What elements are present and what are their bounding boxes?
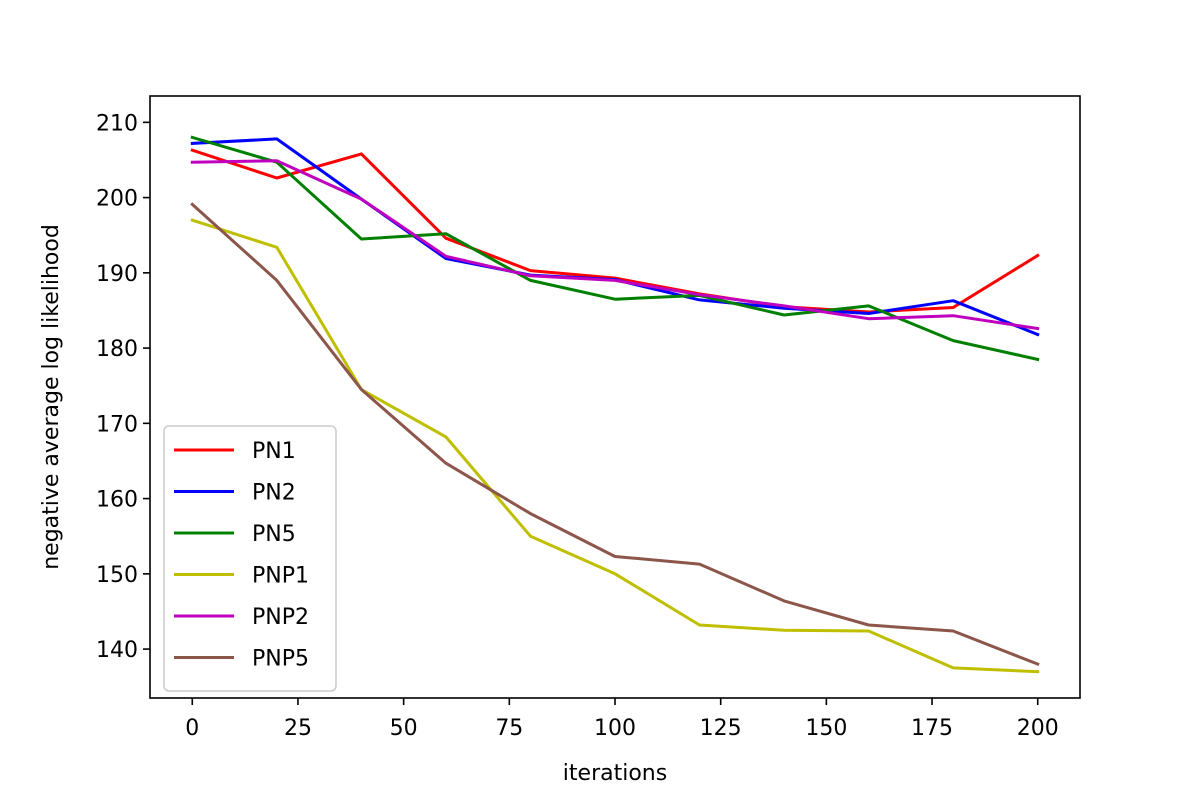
x-tick-label: 0	[185, 716, 199, 741]
x-tick-label: 50	[390, 716, 418, 741]
legend-label-pn1: PN1	[252, 439, 296, 464]
y-tick-label: 210	[96, 111, 138, 136]
legend-label-pnp5: PNP5	[252, 647, 309, 672]
y-tick-label: 160	[96, 488, 138, 513]
series-line-pnp5	[190, 202, 1040, 667]
legend-label-pn2: PN2	[252, 481, 296, 506]
y-axis-ticks: 140 150 160 170 180 190 200 210	[96, 111, 150, 663]
legend-label-pn5: PN5	[252, 522, 296, 547]
y-tick-label: 170	[96, 412, 138, 437]
y-tick-label: 180	[96, 337, 138, 362]
x-tick-label: 25	[284, 716, 312, 741]
x-axis-label: iterations	[563, 761, 667, 786]
y-tick-label: 140	[96, 638, 138, 663]
series-line-pnp2	[190, 159, 1040, 331]
x-tick-label: 75	[495, 716, 523, 741]
series-line-pnp1	[190, 218, 1040, 674]
x-tick-label: 175	[911, 716, 953, 741]
x-axis-ticks: 0 25 50 75 100 125 150 175 200	[185, 698, 1059, 741]
y-tick-label: 200	[96, 187, 138, 212]
x-tick-label: 150	[805, 716, 847, 741]
x-tick-label: 125	[700, 716, 742, 741]
y-axis-label: negative average log likelihood	[39, 224, 64, 570]
y-tick-label: 190	[96, 262, 138, 287]
series-layer	[190, 135, 1040, 674]
x-tick-label: 100	[594, 716, 636, 741]
x-tick-label: 200	[1017, 716, 1059, 741]
legend-label-pnp1: PNP1	[252, 564, 309, 589]
legend: PN1 PN2 PN5 PNP1 PNP2 PNP5	[163, 425, 337, 692]
legend-label-pnp2: PNP2	[252, 605, 309, 630]
y-tick-label: 150	[96, 563, 138, 588]
legend-box	[163, 425, 337, 692]
